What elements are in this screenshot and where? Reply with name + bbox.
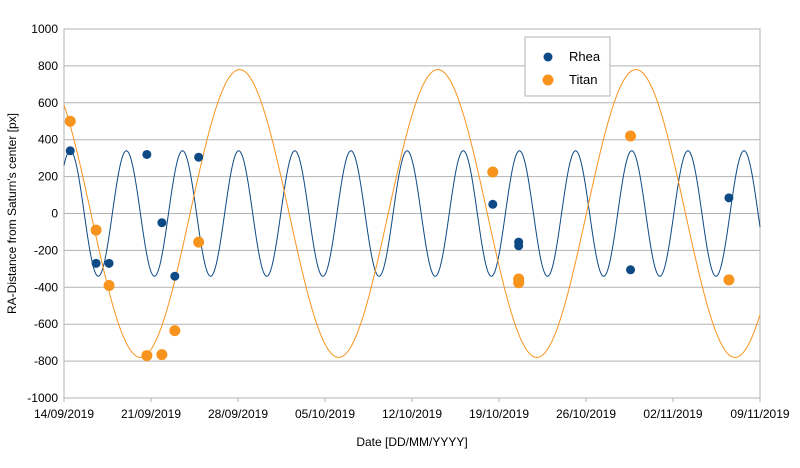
y-tick-label: -800 xyxy=(34,354,58,368)
x-axis-label: Date [DD/MM/YYYY] xyxy=(356,435,467,449)
x-tick-label: 21/09/2019 xyxy=(121,407,181,421)
titan-point xyxy=(103,279,115,291)
x-tick-labels: 14/09/2019 21/09/2019 28/09/2019 05/10/2019… xyxy=(34,407,790,421)
y-tick-label: 0 xyxy=(51,207,58,221)
titan-point xyxy=(723,274,735,286)
y-tick-label: 1000 xyxy=(31,22,58,36)
rhea-fit-curve xyxy=(63,150,761,277)
rhea-point xyxy=(724,193,734,203)
titan-point xyxy=(141,350,153,362)
rhea-point xyxy=(157,218,167,228)
fit-curves xyxy=(63,69,761,358)
legend-marker-rhea xyxy=(543,52,553,62)
rhea-point xyxy=(142,149,152,159)
rhea-point xyxy=(91,258,101,268)
plot-frame xyxy=(63,28,761,399)
rhea-point xyxy=(514,241,524,251)
titan-point xyxy=(625,130,637,142)
y-tick-label: -200 xyxy=(34,243,58,257)
legend-label-titan: Titan xyxy=(569,72,597,87)
data-points xyxy=(64,115,735,362)
titan-point xyxy=(156,349,168,361)
legend-box xyxy=(524,36,611,97)
y-tick-label: -600 xyxy=(34,317,58,331)
x-tick-label: 26/10/2019 xyxy=(556,407,616,421)
rhea-point xyxy=(104,258,114,268)
x-tick-label: 02/11/2019 xyxy=(643,407,702,421)
titan-point xyxy=(513,277,525,289)
titan-point xyxy=(169,325,181,337)
legend-label-rhea: Rhea xyxy=(569,49,601,64)
legend: Rhea Titan xyxy=(524,36,611,97)
titan-point xyxy=(64,115,76,127)
y-tick-label: -1000 xyxy=(27,391,58,405)
x-tick-label: 09/11/2019 xyxy=(730,407,789,421)
titan-fit-curve xyxy=(63,69,761,358)
x-tick-label: 28/09/2019 xyxy=(208,407,268,421)
y-tick-label: -400 xyxy=(34,280,58,294)
x-tick-label: 14/09/2019 xyxy=(34,407,94,421)
y-tick-label: 800 xyxy=(38,59,58,73)
x-tick-label: 12/10/2019 xyxy=(382,407,442,421)
y-axis-label: RA-Distance from Saturn's center [px] xyxy=(5,113,19,314)
y-tick-labels: -1000 -800 -600 -400 -200 0 200 400 600 800 1000 xyxy=(27,22,58,405)
rhea-point xyxy=(194,152,204,162)
titan-point xyxy=(487,166,499,178)
rhea-point xyxy=(170,271,180,281)
titan-point xyxy=(90,224,102,236)
y-tick-label: 400 xyxy=(38,133,58,147)
legend-marker-titan xyxy=(542,74,554,86)
y-tick-label: 200 xyxy=(38,170,58,184)
x-tick-label: 05/10/2019 xyxy=(295,407,355,421)
rhea-point xyxy=(488,199,498,209)
rhea-point xyxy=(626,265,636,275)
x-tick-label: 19/10/2019 xyxy=(469,407,529,421)
rhea-point xyxy=(65,146,75,156)
y-tick-label: 600 xyxy=(38,96,58,110)
titan-point xyxy=(193,236,205,248)
